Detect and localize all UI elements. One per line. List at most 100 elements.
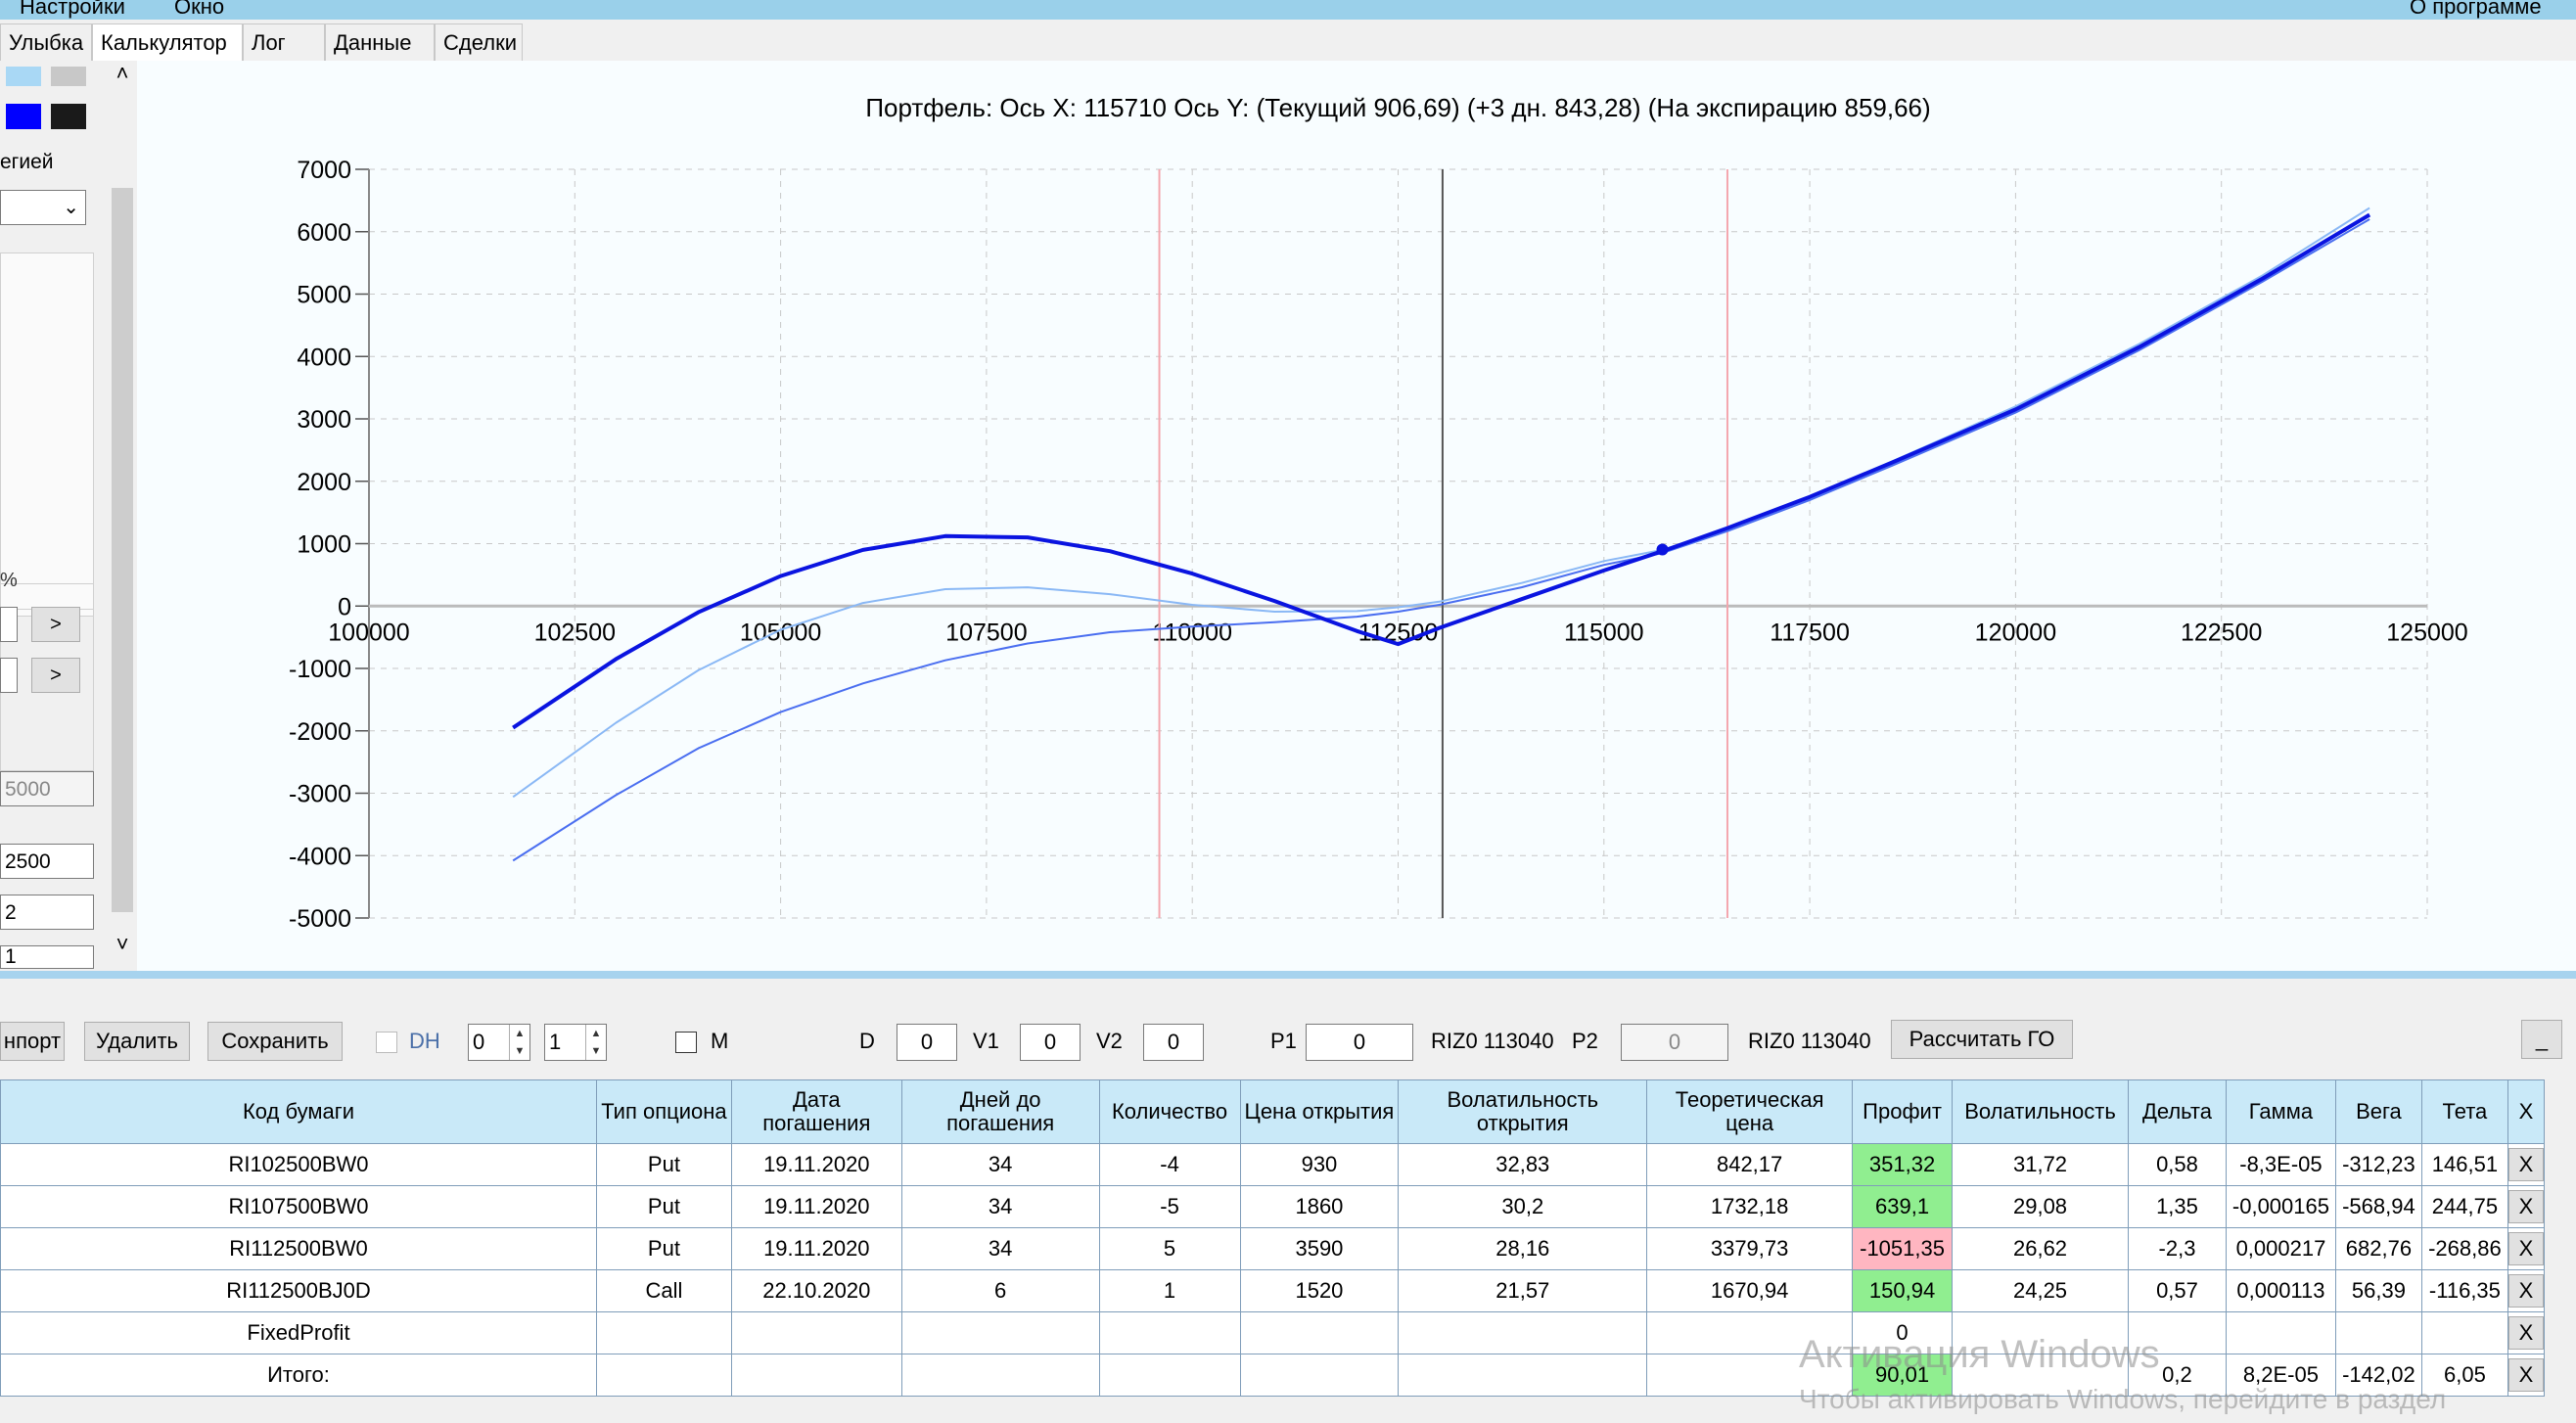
m-checkbox[interactable] (675, 1032, 697, 1053)
table-cell[interactable]: Итого: (0, 1354, 597, 1397)
field-5000[interactable]: 5000 (0, 771, 94, 806)
table-cell[interactable]: 150,94 (1852, 1269, 1954, 1312)
scroll-down-icon[interactable]: ˅ (115, 932, 129, 956)
table-row[interactable]: FixedProfit 0 X (0, 1311, 2546, 1354)
table-cell[interactable] (1952, 1354, 2129, 1397)
table-cell[interactable]: 19.11.2020 (730, 1227, 902, 1270)
table-cell[interactable] (1398, 1354, 1648, 1397)
table-cell[interactable]: 21,57 (1398, 1269, 1648, 1312)
table-row[interactable]: RI112500BJ0D Call 22.10.2020 6 1 1520 21,57 167… (0, 1269, 2546, 1312)
table-cell[interactable]: -2,3 (2128, 1227, 2227, 1270)
table-row[interactable]: RI112500BW0 Put 19.11.2020 34 5 3590 28,16 3379… (0, 1227, 2546, 1270)
table-row[interactable]: Итого: 90,01 0,2 8,2E-05 -142,02 6,05 X (0, 1354, 2546, 1397)
table-cell[interactable]: 6,05 (2420, 1354, 2508, 1397)
table-cell[interactable]: 30,2 (1398, 1185, 1648, 1228)
table-cell[interactable]: 56,39 (2334, 1269, 2422, 1312)
table-row[interactable]: RI102500BW0 Put 19.11.2020 34 -4 930 32,83 842,… (0, 1143, 2546, 1186)
splitter[interactable] (0, 971, 2576, 979)
table-cell[interactable]: -0,000165 (2225, 1185, 2336, 1228)
column-header[interactable]: Волатильность (1952, 1079, 2129, 1144)
scroll-up-icon[interactable]: ˄ (115, 61, 129, 85)
column-header[interactable]: X (2507, 1079, 2546, 1144)
remove-row-cell[interactable]: X (2507, 1227, 2546, 1270)
table-cell[interactable]: 0,57 (2128, 1269, 2227, 1312)
table-cell[interactable]: 34 (900, 1227, 1100, 1270)
tab-log[interactable]: Лог (243, 23, 325, 61)
table-cell[interactable]: RI112500BJ0D (0, 1269, 597, 1312)
column-header[interactable]: Тета (2420, 1079, 2508, 1144)
table-cell[interactable]: Put (595, 1227, 732, 1270)
table-cell[interactable]: 1,35 (2128, 1185, 2227, 1228)
remove-row-cell[interactable]: X (2507, 1143, 2546, 1186)
table-cell[interactable]: Call (595, 1269, 732, 1312)
color-swatch-blue[interactable] (6, 104, 41, 129)
table-cell[interactable] (1239, 1311, 1400, 1354)
table-cell[interactable] (1239, 1354, 1400, 1397)
remove-row-button[interactable]: X (2507, 1148, 2544, 1181)
remove-row-cell[interactable]: X (2507, 1185, 2546, 1228)
table-cell[interactable]: 1 (1098, 1269, 1241, 1312)
remove-row-button[interactable]: X (2507, 1358, 2544, 1392)
table-cell[interactable]: -8,3E-05 (2225, 1143, 2336, 1186)
payoff-chart[interactable]: Портфель: Ось X: 115710 Ось Y: (Текущий … (137, 61, 2576, 971)
remove-row-button[interactable]: X (2507, 1232, 2544, 1265)
table-cell[interactable]: 1860 (1239, 1185, 1400, 1228)
v1-input[interactable]: 0 (1020, 1024, 1081, 1061)
v2-input[interactable]: 0 (1143, 1024, 1204, 1061)
table-cell[interactable]: -116,35 (2420, 1269, 2508, 1312)
strategy-select[interactable]: ⌄ (0, 190, 86, 225)
table-cell[interactable] (1098, 1311, 1241, 1354)
table-cell[interactable]: Put (595, 1143, 732, 1186)
next-button-2[interactable]: > (31, 658, 80, 693)
dh-checkbox[interactable] (376, 1032, 397, 1053)
spin-arrows-icon[interactable]: ▲ ▼ (585, 1025, 606, 1060)
table-cell[interactable]: 682,76 (2334, 1227, 2422, 1270)
table-cell[interactable]: -268,86 (2420, 1227, 2508, 1270)
minimize-button[interactable]: _ (2521, 1020, 2562, 1059)
spin-arrows-icon[interactable]: ▲ ▼ (509, 1025, 529, 1060)
d-input[interactable]: 0 (897, 1024, 957, 1061)
table-cell[interactable]: 28,16 (1398, 1227, 1648, 1270)
table-cell[interactable]: RI102500BW0 (0, 1143, 597, 1186)
save-button[interactable]: Сохранить (207, 1022, 343, 1061)
column-header[interactable]: Теоретическая цена (1646, 1079, 1854, 1144)
spin-input-2[interactable]: 1 ▲ ▼ (544, 1024, 607, 1061)
table-cell[interactable]: 930 (1239, 1143, 1400, 1186)
table-cell[interactable]: 90,01 (1852, 1354, 1954, 1397)
table-cell[interactable]: 29,08 (1952, 1185, 2129, 1228)
column-header[interactable]: Вега (2334, 1079, 2422, 1144)
column-header[interactable]: Профит (1852, 1079, 1954, 1144)
table-cell[interactable]: Put (595, 1185, 732, 1228)
table-cell[interactable]: 842,17 (1646, 1143, 1854, 1186)
scrollbar[interactable]: ˄ ˅ (108, 61, 137, 971)
field-1[interactable]: 1 (0, 945, 94, 969)
table-cell[interactable]: 22.10.2020 (730, 1269, 902, 1312)
table-cell[interactable] (2128, 1311, 2227, 1354)
table-cell[interactable]: 1670,94 (1646, 1269, 1854, 1312)
column-header[interactable]: Дата погашения (730, 1079, 902, 1144)
table-cell[interactable]: 351,32 (1852, 1143, 1954, 1186)
percent-input-1[interactable] (0, 607, 18, 642)
table-cell[interactable] (900, 1311, 1100, 1354)
column-header[interactable]: Дней до погашения (900, 1079, 1100, 1144)
table-cell[interactable] (1952, 1311, 2129, 1354)
table-cell[interactable]: 8,2E-05 (2225, 1354, 2336, 1397)
table-cell[interactable] (1646, 1311, 1854, 1354)
tab-data[interactable]: Данные (325, 23, 435, 61)
table-cell[interactable]: FixedProfit (0, 1311, 597, 1354)
menu-window[interactable]: Окно (174, 0, 225, 19)
table-cell[interactable]: -1051,35 (1852, 1227, 1954, 1270)
column-header[interactable]: Цена открытия (1239, 1079, 1400, 1144)
color-swatch-black[interactable] (51, 104, 86, 129)
table-cell[interactable] (1398, 1311, 1648, 1354)
calc-go-button[interactable]: Рассчитать ГО (1891, 1020, 2073, 1059)
tab-deals[interactable]: Сделки (435, 23, 523, 61)
menu-about[interactable]: О программе (2410, 0, 2542, 19)
table-cell[interactable] (1098, 1354, 1241, 1397)
p2-input[interactable]: 0 (1621, 1024, 1728, 1061)
next-button-1[interactable]: > (31, 607, 80, 642)
table-cell[interactable] (595, 1311, 732, 1354)
table-cell[interactable]: 3590 (1239, 1227, 1400, 1270)
table-cell[interactable]: 244,75 (2420, 1185, 2508, 1228)
column-header[interactable]: Гамма (2225, 1079, 2336, 1144)
